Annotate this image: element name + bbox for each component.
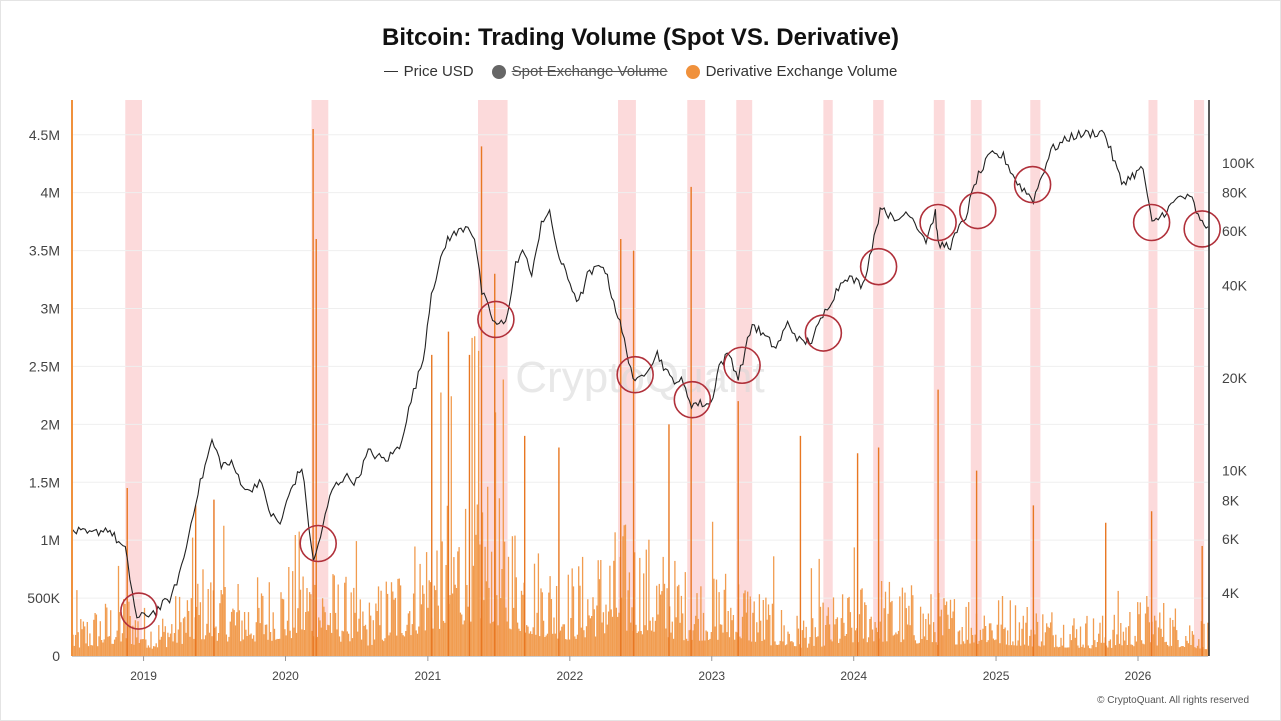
legend-label-derivative-volume: Derivative Exchange Volume	[705, 63, 898, 80]
legend-item-derivative-volume[interactable]: Derivative Exchange Volume	[685, 63, 898, 80]
highlight-band	[125, 100, 143, 656]
legend-label-spot-volume: Spot Exchange Volume	[511, 63, 668, 80]
y-right-tick-label: 8K	[1222, 492, 1240, 508]
highlight-band	[1148, 100, 1158, 656]
y-left-tick-label: 1M	[41, 532, 60, 548]
y-right-tick-label: 100K	[1222, 155, 1255, 171]
y-right-tick-label: 4K	[1222, 585, 1240, 601]
circle-marker	[1183, 210, 1221, 248]
y-left-tick-label: 500K	[27, 590, 60, 606]
legend-label-price: Price USD	[403, 63, 474, 80]
y-right-tick-label: 10K	[1222, 463, 1248, 479]
price-series-line	[71, 128, 1209, 619]
highlight-band	[933, 100, 945, 656]
highlight-band	[1193, 100, 1205, 656]
dot-swatch-icon	[685, 64, 700, 79]
y-right-tick-label: 60K	[1222, 223, 1248, 239]
highlight-band	[311, 100, 329, 656]
y-left-tick-label: 2.5M	[29, 358, 60, 374]
y-right-tick-label: 80K	[1222, 185, 1248, 201]
x-tick-label: 2025	[983, 669, 1010, 683]
highlight-band	[873, 100, 884, 656]
circle-marker	[804, 314, 843, 352]
y-left-tick-label: 3.5M	[29, 243, 60, 259]
circle-marker	[723, 346, 761, 385]
x-tick-label: 2021	[414, 669, 441, 683]
circle-marker	[958, 191, 997, 230]
line-swatch-icon	[383, 71, 398, 72]
highlight-band	[736, 100, 753, 656]
x-tick-label: 2020	[272, 669, 299, 683]
highlight-band	[1030, 100, 1041, 656]
highlight-band	[618, 100, 636, 656]
copyright: © CryptoQuant. All rights reserved	[1097, 695, 1249, 706]
highlight-band	[823, 100, 833, 656]
circle-marker	[120, 592, 158, 630]
y-left-tick-label: 4.5M	[29, 127, 60, 143]
legend-item-price[interactable]: Price USD	[383, 63, 474, 80]
circle-marker	[616, 355, 654, 394]
y-left-tick-label: 2M	[41, 416, 60, 432]
circle-marker	[299, 524, 337, 563]
chart-title: Bitcoin: Trading Volume (Spot VS. Deriva…	[382, 24, 899, 51]
x-tick-label: 2023	[698, 669, 725, 683]
circle-marker	[1013, 165, 1052, 204]
price-line	[71, 128, 1209, 619]
circle-marker	[673, 380, 712, 419]
y-left-tick-label: 1.5M	[29, 474, 60, 490]
volume-bars	[72, 128, 1209, 656]
circle-marker	[919, 203, 957, 242]
dot-swatch-icon	[491, 64, 506, 79]
y-right-tick-label: 20K	[1222, 370, 1248, 386]
y-left-tick-label: 3M	[41, 301, 60, 317]
highlight-band	[970, 100, 982, 656]
circle-marker	[1132, 203, 1171, 242]
x-tick-label: 2022	[556, 669, 583, 683]
x-tick-label: 2026	[1125, 669, 1152, 683]
watermark: CryptoQuant	[515, 353, 764, 402]
y-right-tick-label: 40K	[1222, 277, 1248, 293]
circle-markers	[120, 165, 1221, 630]
y-left-tick-label: 4M	[41, 185, 60, 201]
y-left-tick-label: 0	[52, 648, 60, 664]
circle-marker	[859, 247, 898, 286]
axes: 0 500K 1M 1.5M 2M 2.5M 3M 3.5M 4M 4.5M 4K 6K 8K 10K 20…	[27, 100, 1255, 683]
legend: Price USD Spot Exchange Volume Derivativ…	[0, 63, 1281, 80]
x-tick-label: 2019	[130, 669, 157, 683]
y-right-tick-label: 6K	[1222, 531, 1240, 547]
x-tick-label: 2024	[840, 669, 867, 683]
circle-marker	[477, 300, 515, 339]
legend-item-spot-volume[interactable]: Spot Exchange Volume	[491, 63, 668, 80]
